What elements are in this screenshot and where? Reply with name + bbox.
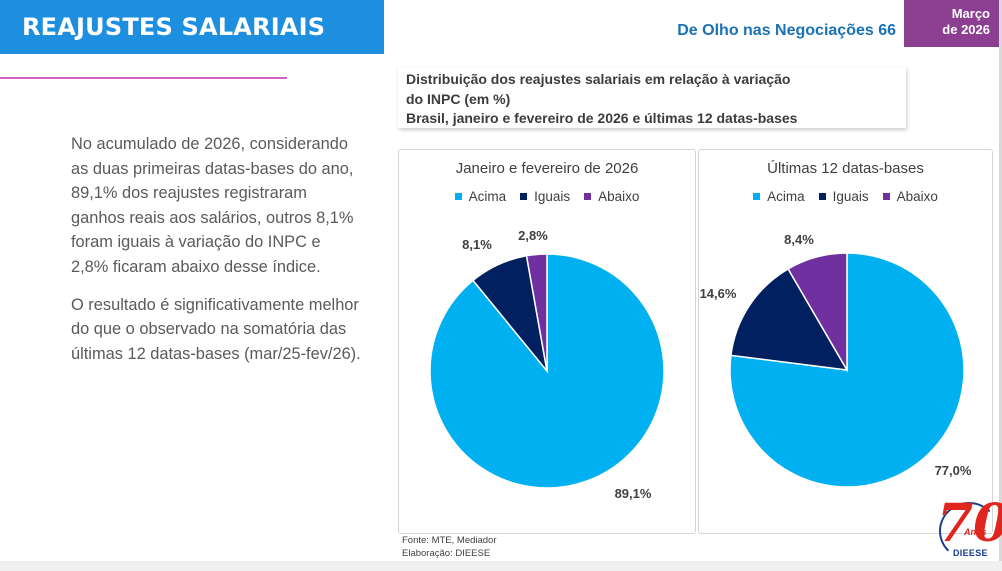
source-line: Fonte: MTE, Mediador — [402, 535, 497, 546]
pie-slice-abaixo — [787, 252, 848, 373]
legend-swatch-acima — [454, 193, 462, 200]
pie-data-label-abaixo: 2,8% — [518, 228, 548, 243]
legend-swatch-iguais — [818, 193, 826, 200]
page-title: REAJUSTES SALARIAIS — [22, 13, 326, 41]
bottom-band — [0, 561, 1002, 571]
legend-swatch-acima — [753, 193, 761, 200]
dieese-70-anos-logo: 70 Anos DIEESE — [937, 496, 1002, 562]
legend-label-abaixo: Abaixo — [598, 189, 640, 204]
legend-swatch-iguais — [520, 193, 528, 200]
pie-panel-last-12: Últimas 12 datas-bases Acima Iguais Abai… — [698, 149, 993, 534]
legend-label-iguais: Iguais — [832, 189, 869, 204]
pie-data-label-acima: 77,0% — [935, 463, 972, 478]
summary-text: No acumulado de 2026, considerando as du… — [71, 132, 361, 366]
logo-org: DIEESE — [953, 548, 988, 558]
legend-item-abaixo: Abaixo — [882, 189, 938, 204]
summary-paragraph-1: No acumulado de 2026, considerando as du… — [71, 135, 354, 276]
pie-data-label-iguais: 8,1% — [462, 237, 492, 252]
pie-chart-jan-feb: 89,1% 8,1% 2,8% — [429, 228, 665, 501]
legend-item-iguais: Iguais — [818, 189, 869, 204]
pie-data-label-abaixo: 8,4% — [784, 232, 814, 247]
pie-panel-jan-feb: Janeiro e fevereiro de 2026 Acima Iguais… — [398, 149, 696, 534]
logo-anos: Anos — [964, 527, 987, 537]
pie-legend: Acima Iguais Abaixo — [399, 189, 695, 204]
legend-swatch-abaixo — [584, 193, 592, 200]
chart-header-line-2: do INPC (em %) — [406, 90, 511, 107]
pie-chart-last-12: 77,0% 14,6% 8,4% — [700, 232, 972, 488]
pie-slice-abaixo — [525, 253, 548, 372]
chart-header-box: Distribuição dos reajustes salariais em … — [398, 67, 906, 128]
logo-arc — [939, 502, 999, 560]
credit-line: Elaboração: DIEESE — [402, 547, 491, 559]
date-year: de 2026 — [942, 22, 990, 37]
pie-legend: Acima Iguais Abaixo — [699, 189, 992, 204]
legend-label-acima: Acima — [767, 189, 805, 204]
date-month: Março — [951, 6, 990, 21]
page-title-banner: REAJUSTES SALARIAIS — [0, 0, 384, 54]
pie-data-label-iguais: 14,6% — [700, 286, 737, 301]
bulletin-title: De Olho nas Negociações 66 — [677, 22, 896, 39]
legend-label-abaixo: Abaixo — [896, 189, 938, 204]
legend-item-acima: Acima — [753, 189, 805, 204]
pie-slice-iguais — [730, 267, 849, 371]
pie-data-label-acima: 89,1% — [615, 486, 652, 501]
accent-divider — [0, 77, 287, 79]
legend-label-iguais: Iguais — [534, 189, 571, 204]
date-badge: Março de 2026 — [904, 0, 999, 47]
legend-item-iguais: Iguais — [520, 189, 570, 204]
legend-item-acima: Acima — [454, 189, 507, 204]
chart-header-line-1: Distribuição dos reajustes salariais em … — [406, 71, 791, 87]
legend-label-acima: Acima — [468, 189, 507, 204]
pie-title: Últimas 12 datas-bases — [767, 160, 924, 177]
logo-number: 70 — [937, 493, 1002, 554]
source-note: Fonte: MTE, Mediador Elaboração: DIEESE — [402, 535, 497, 560]
summary-paragraph-2: O resultado é significativamente melhor … — [71, 295, 361, 363]
chart-header-line-3: Brasil, janeiro e fevereiro de 2026 e úl… — [406, 110, 798, 126]
legend-item-abaixo: Abaixo — [584, 189, 639, 204]
pie-title: Janeiro e fevereiro de 2026 — [455, 160, 639, 177]
legend-swatch-abaixo — [882, 193, 890, 200]
right-edge-border — [999, 0, 1002, 571]
